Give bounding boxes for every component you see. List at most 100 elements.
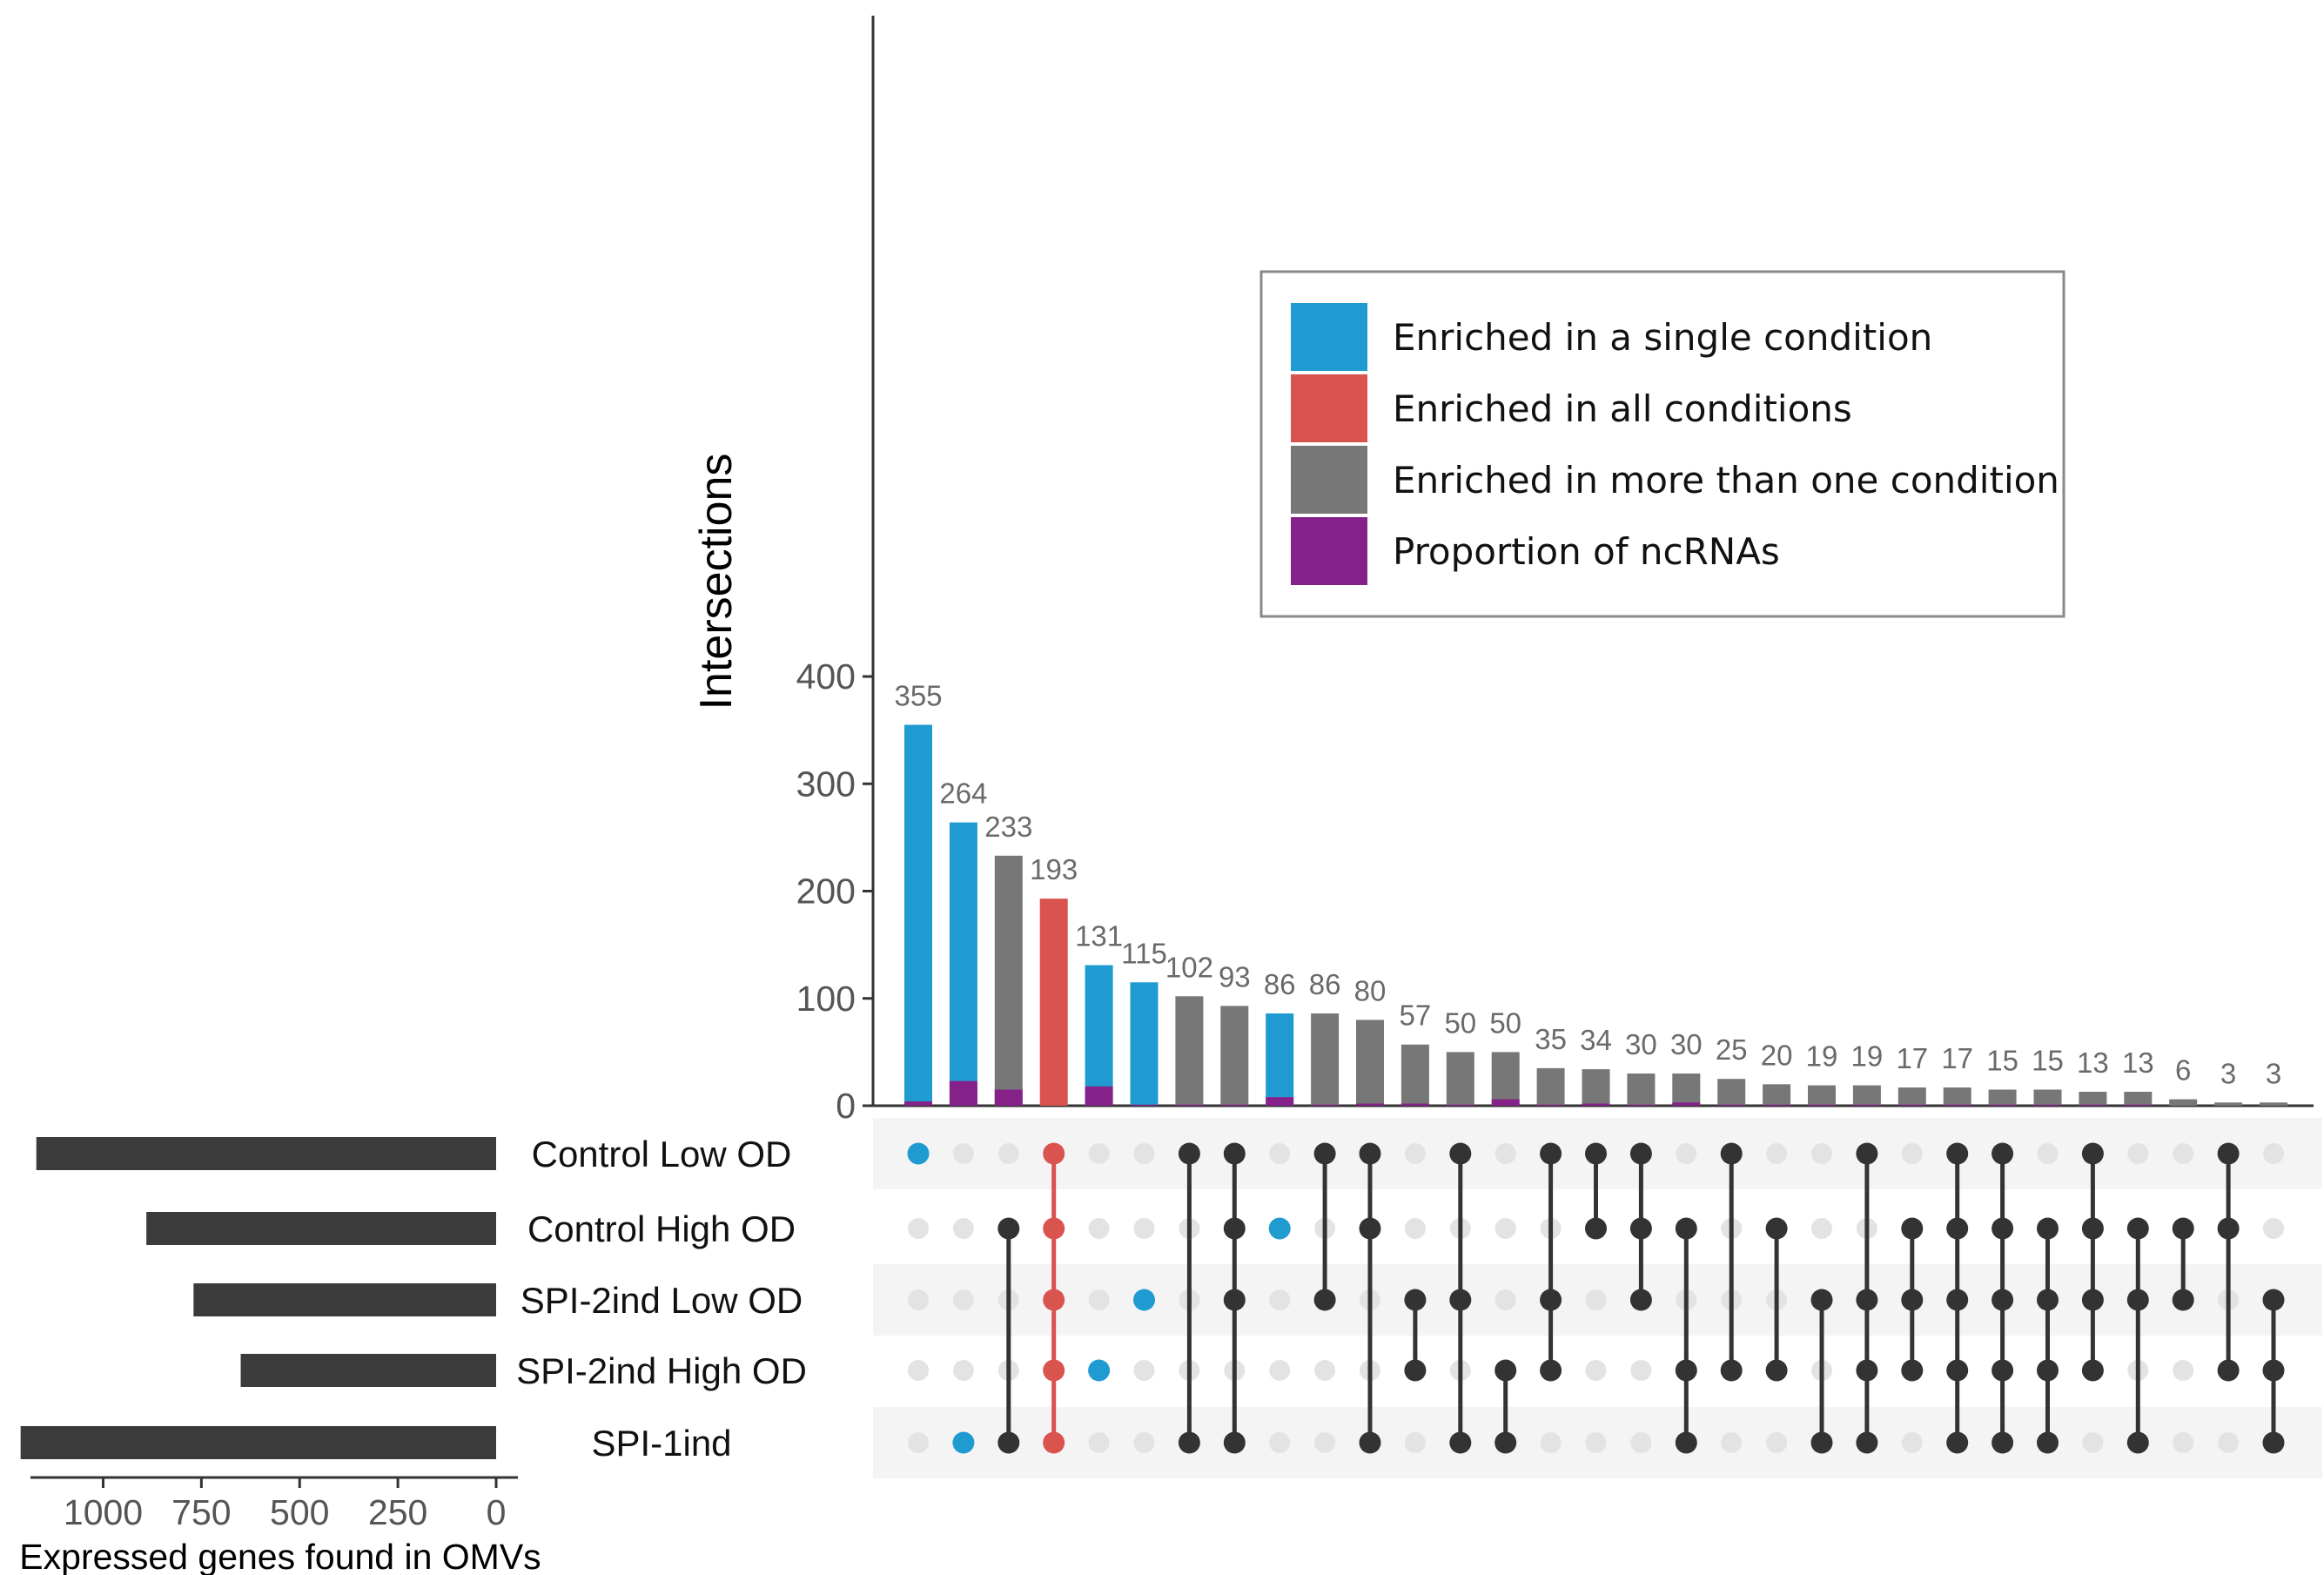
intersection-bar xyxy=(1446,1052,1474,1106)
intersection-bar xyxy=(1582,1069,1610,1106)
set-size-tick-label: 500 xyxy=(270,1492,329,1532)
bar-value-label: 264 xyxy=(939,777,987,810)
bar-value-label: 57 xyxy=(1400,1000,1432,1032)
y-axis-title: Intersections xyxy=(691,454,742,710)
matrix-dot-active xyxy=(2081,1217,2104,1240)
bar-value-label: 86 xyxy=(1309,968,1341,1000)
ncrna-bar xyxy=(904,1101,932,1106)
set-label: SPI-2ind High OD xyxy=(516,1350,807,1391)
intersection-bar xyxy=(1717,1079,1746,1106)
legend-swatch xyxy=(1291,303,1367,371)
matrix-dot-inactive xyxy=(1811,1143,1832,1164)
ncrna-bar xyxy=(1356,1103,1384,1106)
matrix-dot-active xyxy=(2217,1359,2240,1382)
matrix-dot-active xyxy=(2262,1359,2285,1382)
set-size-tick-label: 250 xyxy=(368,1492,427,1532)
matrix-dot-inactive xyxy=(2173,1360,2194,1381)
matrix-dot-active xyxy=(2126,1431,2149,1454)
matrix-dot-inactive xyxy=(1721,1432,1743,1453)
bar-value-label: 19 xyxy=(1851,1040,1884,1073)
y-tick-label: 300 xyxy=(796,764,856,804)
matrix-dot-active xyxy=(2126,1289,2149,1311)
bar-value-label: 50 xyxy=(1444,1006,1476,1039)
bar-value-label: 93 xyxy=(1219,960,1251,993)
matrix-dot-active xyxy=(2081,1289,2104,1311)
set-label: Control Low OD xyxy=(532,1134,792,1175)
matrix-dot-active xyxy=(1856,1359,1878,1382)
intersection-bar xyxy=(1039,899,1068,1106)
matrix-dot-active xyxy=(1540,1289,1562,1311)
intersection-bar xyxy=(994,855,1023,1106)
matrix-dot-active xyxy=(1629,1142,1652,1165)
legend-swatch xyxy=(1291,517,1367,585)
matrix-dot-active xyxy=(1946,1142,1969,1165)
matrix-dot-inactive xyxy=(1766,1432,1788,1453)
matrix-dot-active xyxy=(1901,1359,1924,1382)
intersection-bar xyxy=(1988,1089,2017,1106)
matrix-dot-active xyxy=(1992,1431,2014,1454)
set-size-bar xyxy=(146,1212,497,1245)
matrix-dot-inactive xyxy=(2173,1432,2194,1453)
matrix-dot-active xyxy=(2172,1217,2194,1240)
ncrna-bar xyxy=(1446,1104,1474,1106)
matrix-dot-inactive xyxy=(1766,1143,1788,1164)
bar-value-label: 13 xyxy=(2122,1047,2154,1079)
matrix-dot-active xyxy=(2217,1217,2240,1240)
bar-value-label: 25 xyxy=(1716,1033,1748,1066)
matrix-dot-inactive xyxy=(1133,1432,1155,1453)
set-size-tick-label: 0 xyxy=(487,1492,507,1532)
matrix-dot-active xyxy=(997,1217,1020,1240)
matrix-dot-active xyxy=(1449,1289,1472,1311)
ncrna-bar xyxy=(1943,1104,1971,1106)
bar-value-label: 3 xyxy=(2266,1057,2281,1089)
matrix-dot-active xyxy=(1992,1289,2014,1311)
matrix-dot-inactive xyxy=(952,1360,974,1381)
matrix-dot-inactive xyxy=(952,1289,974,1310)
bar-value-label: 30 xyxy=(1670,1028,1703,1060)
matrix-dot-inactive xyxy=(1269,1289,1291,1310)
bar-value-label: 50 xyxy=(1489,1006,1521,1039)
intersection-bar xyxy=(1266,1013,1294,1106)
matrix-dot-active xyxy=(1404,1359,1427,1382)
matrix-dot-inactive xyxy=(1901,1143,1923,1164)
matrix-dot-active xyxy=(2262,1289,2285,1311)
y-tick-label: 200 xyxy=(796,872,856,912)
bar-value-label: 3 xyxy=(2220,1057,2236,1089)
ncrna-bar xyxy=(1582,1103,1610,1106)
y-tick-label: 100 xyxy=(796,979,856,1019)
matrix-dot-active xyxy=(1043,1142,1065,1165)
matrix-dot-active xyxy=(2037,1359,2059,1382)
matrix-dot-inactive xyxy=(952,1143,974,1164)
intersection-bar xyxy=(949,822,977,1106)
matrix-dot-inactive xyxy=(1133,1143,1155,1164)
matrix-dot-active xyxy=(1765,1217,1788,1240)
bar-value-label: 80 xyxy=(1354,974,1387,1006)
ncrna-bar xyxy=(1491,1099,1520,1106)
ncrna-bar xyxy=(2033,1104,2062,1106)
intersection-bar xyxy=(904,724,932,1106)
matrix-dot-active xyxy=(2037,1289,2059,1311)
matrix-dot-inactive xyxy=(1404,1432,1426,1453)
matrix-dot-inactive xyxy=(1585,1432,1607,1453)
matrix-dot-active xyxy=(1585,1217,1607,1240)
y-tick-label: 400 xyxy=(796,656,856,697)
set-size-bar xyxy=(36,1137,497,1170)
intersection-bar xyxy=(1400,1044,1429,1106)
intersection-bar xyxy=(1536,1067,1565,1106)
matrix-dot-active xyxy=(952,1431,975,1454)
matrix-dot-inactive xyxy=(1133,1360,1155,1381)
matrix-dot-inactive xyxy=(1269,1360,1291,1381)
legend: Enriched in a single condition Enriched i… xyxy=(1259,270,2065,618)
matrix-dot-inactive xyxy=(952,1218,974,1239)
matrix-dot-inactive xyxy=(1314,1432,1336,1453)
bar-value-label: 6 xyxy=(2175,1054,2191,1087)
matrix-dot-inactive xyxy=(1811,1218,1832,1239)
matrix-dot-active xyxy=(1359,1431,1381,1454)
matrix-dot-active xyxy=(1043,1289,1065,1311)
matrix-dot-active xyxy=(1313,1142,1336,1165)
set-size-tick-label: 1000 xyxy=(64,1492,143,1532)
bar-value-label: 15 xyxy=(1986,1045,2018,1077)
bar-value-label: 13 xyxy=(2077,1047,2109,1079)
